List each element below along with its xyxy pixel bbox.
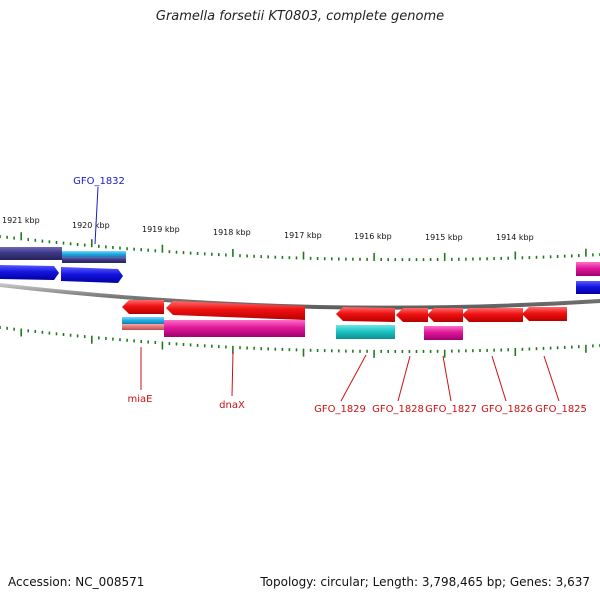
gene-arrow[interactable] [396, 308, 428, 322]
genome-title: Gramella forsetii KT0803, complete genom… [155, 9, 445, 24]
label-leader-line [397, 355, 411, 402]
forward-strand-genes [0, 247, 600, 294]
gene-feature[interactable] [336, 325, 395, 339]
gene-arrow[interactable] [522, 307, 567, 321]
bp-label: 1919 kbp [142, 225, 180, 234]
label-leader-line [543, 355, 560, 402]
gene-feature[interactable] [164, 320, 305, 337]
reverse-strand-genes [122, 300, 567, 340]
genome-summary-text: Topology: circular; Length: 3,798,465 bp… [260, 575, 590, 589]
bp-scale-labels: 1921 kbp 1920 kbp 1919 kbp 1918 kbp 1917… [2, 216, 534, 242]
label-leader-line [94, 186, 99, 245]
gene-label-gfo-1826[interactable]: GFO_1826 [481, 404, 533, 415]
inner-tick-track [0, 326, 600, 358]
gene-arrow[interactable] [61, 267, 123, 283]
gene-arrow[interactable] [166, 301, 305, 320]
bp-label: 1920 kbp [72, 221, 110, 230]
gene-label-gfo-1832[interactable]: GFO_1832 [73, 176, 125, 187]
accession-text: Accession: NC_008571 [8, 575, 145, 589]
gene-arrow[interactable] [462, 308, 523, 322]
label-leader-line [491, 355, 507, 402]
outer-tick-track [0, 232, 600, 262]
bp-label: 1917 kbp [284, 231, 322, 240]
gene-label-miae[interactable]: miaE [128, 394, 153, 405]
label-leader-line [442, 355, 452, 402]
gene-arrow[interactable] [427, 308, 463, 322]
gene-label-gfo-1825[interactable]: GFO_1825 [535, 404, 587, 415]
bp-label: 1916 kbp [354, 232, 392, 241]
reverse-gene-labels: miaE dnaX GFO_1829 GFO_1828 GFO_1827 GFO… [128, 347, 587, 415]
gene-label-dnax[interactable]: dnaX [219, 400, 245, 411]
gene-feature[interactable] [576, 281, 600, 294]
bp-label: 1915 kbp [425, 233, 463, 242]
gene-feature[interactable] [0, 247, 62, 260]
gene-feature[interactable] [424, 326, 463, 340]
gene-arrow[interactable] [0, 265, 59, 280]
gene-feature[interactable] [62, 257, 126, 263]
bp-label: 1921 kbp [2, 216, 40, 225]
bp-label: 1918 kbp [213, 228, 251, 237]
gene-feature[interactable] [576, 262, 600, 276]
genome-backbone [0, 283, 600, 310]
gene-feature[interactable] [122, 317, 164, 324]
gene-label-gfo-1828[interactable]: GFO_1828 [372, 404, 424, 415]
gene-arrow[interactable] [336, 307, 395, 322]
bp-label: 1914 kbp [496, 233, 534, 242]
gene-feature[interactable] [62, 251, 126, 257]
forward-gene-labels: GFO_1832 [73, 176, 125, 245]
label-leader-line [231, 351, 234, 397]
gene-arrow[interactable] [122, 300, 164, 314]
label-leader-line [340, 354, 367, 402]
gene-label-gfo-1829[interactable]: GFO_1829 [314, 404, 366, 415]
gene-feature[interactable] [122, 324, 164, 330]
gene-label-gfo-1827[interactable]: GFO_1827 [425, 404, 477, 415]
